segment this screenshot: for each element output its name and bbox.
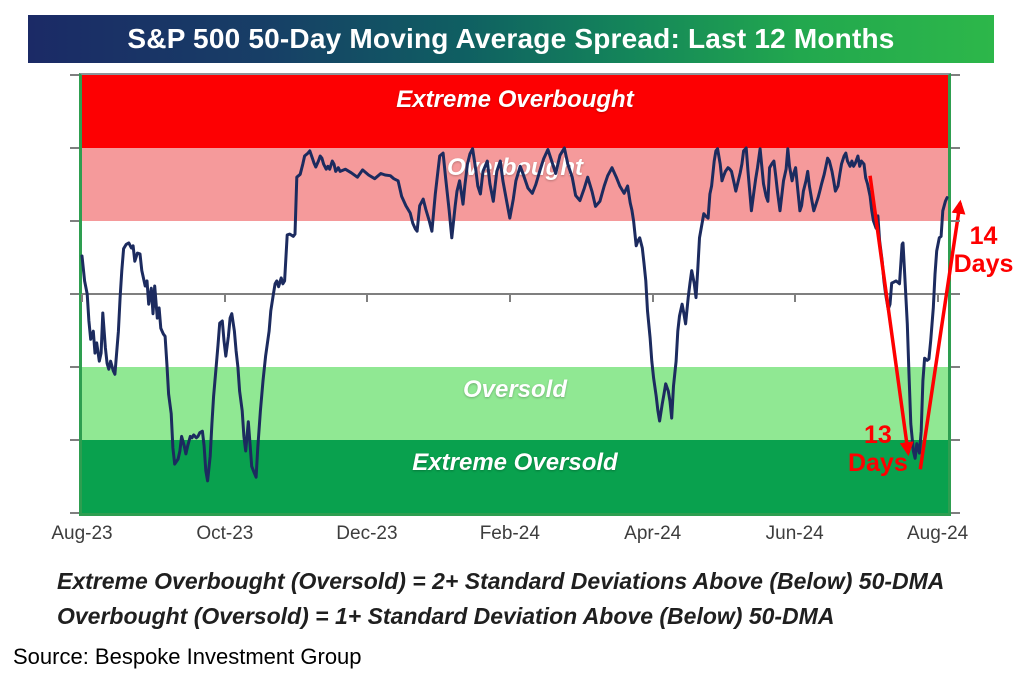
band-oversold xyxy=(82,367,948,440)
annotation-line: Days xyxy=(953,250,1014,279)
thirteen-day-decline-arrow xyxy=(868,175,914,457)
month-tick-jun-24 xyxy=(793,294,796,302)
sd-tick-right--1 xyxy=(951,366,960,368)
annotation-14-days: 14 Days xyxy=(924,222,1024,278)
sd-tick-left-0 xyxy=(70,293,79,295)
sd-tick-right--3 xyxy=(951,512,960,514)
spread-series-line xyxy=(80,146,949,483)
band-extreme-oversold xyxy=(82,440,948,513)
spread-line-chart xyxy=(80,146,966,483)
fourteen-day-rally-arrow xyxy=(918,199,966,470)
annotation-line: 14 xyxy=(969,222,998,251)
chart-title-bar: S&P 500 50-Day Moving Average Spread: La… xyxy=(28,15,994,63)
sd-tick-right--2 xyxy=(951,439,960,441)
sd-tick-right-0 xyxy=(951,293,960,295)
footnote-extreme-definition: Extreme Overbought (Oversold) = 2+ Stand… xyxy=(57,568,945,594)
month-tick-aug-23 xyxy=(81,294,83,302)
annotation-13-days: 13 Days xyxy=(818,421,938,477)
month-tick-oct-23 xyxy=(223,294,226,302)
sd-tick-right-2 xyxy=(951,147,960,149)
sd-tick-left--2 xyxy=(70,439,79,441)
x-axis-label-apr-24: Apr-24 xyxy=(624,523,682,544)
x-axis-label-aug-24: Aug-24 xyxy=(906,523,969,544)
sd-tick-left-2 xyxy=(70,147,79,149)
x-axis-label-feb-24: Feb-24 xyxy=(479,523,540,544)
sd-tick-right-1 xyxy=(951,220,960,222)
annotation-line: Days xyxy=(847,448,908,477)
month-tick-dec-23 xyxy=(365,294,368,302)
sd-tick-left-3 xyxy=(70,74,79,76)
band-extreme-overbought xyxy=(82,75,948,148)
plot-area: Extreme Overbought Overbought Oversold Extr… xyxy=(79,73,1013,516)
source-attribution: Source: Bespoke Investment Group xyxy=(13,644,362,669)
x-axis-label-oct-23: Oct-23 xyxy=(196,523,254,544)
sd-tick-left--3 xyxy=(70,512,79,514)
sd-tick-left-1 xyxy=(70,220,79,222)
zero-line xyxy=(82,293,948,295)
annotation-line: 13 xyxy=(863,420,892,449)
month-tick-aug-24 xyxy=(936,294,939,302)
sd-tick-left--1 xyxy=(70,366,79,368)
sd-tick-right-3 xyxy=(951,74,960,76)
month-tick-apr-24 xyxy=(651,294,654,302)
month-tick-feb-24 xyxy=(508,294,511,302)
x-axis-label-dec-23: Dec-23 xyxy=(336,523,398,544)
chart-title: S&P 500 50-Day Moving Average Spread: La… xyxy=(127,23,895,54)
x-axis-label-aug-23: Aug-23 xyxy=(51,523,113,544)
x-axis-label-jun-24: Jun-24 xyxy=(765,523,824,544)
footnote-overbought-definition: Overbought (Oversold) = 1+ Standard Devi… xyxy=(57,603,835,629)
